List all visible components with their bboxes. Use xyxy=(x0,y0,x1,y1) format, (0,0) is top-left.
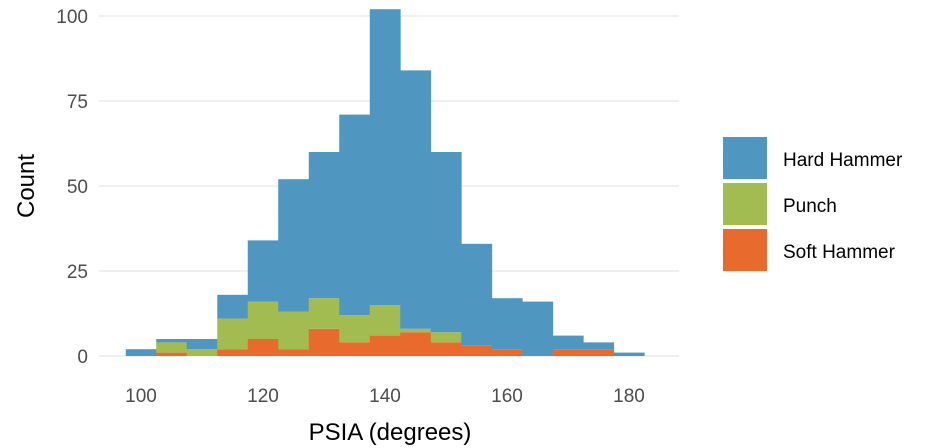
bar-soft-hammer xyxy=(278,349,310,356)
bar-hard-hammer xyxy=(308,152,340,299)
bar-punch xyxy=(369,305,401,336)
bar-hard-hammer xyxy=(278,179,310,312)
bar-hard-hammer xyxy=(613,352,645,356)
legend-swatch-punch xyxy=(723,183,767,225)
bar-soft-hammer xyxy=(247,339,279,356)
x-tick-label: 180 xyxy=(613,386,645,407)
bar-punch xyxy=(339,315,371,343)
bar-hard-hammer xyxy=(583,342,615,350)
x-axis-title: PSIA (degrees) xyxy=(309,419,472,446)
bar-hard-hammer xyxy=(247,240,279,302)
bar-soft-hammer xyxy=(217,349,249,356)
bar-punch xyxy=(247,301,279,339)
bar-hard-hammer xyxy=(339,114,371,316)
bar-hard-hammer xyxy=(186,339,218,350)
x-tick-label: 100 xyxy=(125,386,157,407)
bar-soft-hammer xyxy=(491,349,523,356)
legend-swatch-soft-hammer xyxy=(723,229,767,271)
y-tick-label: 25 xyxy=(67,262,88,283)
bar-soft-hammer xyxy=(369,335,401,356)
y-axis-ticks: 0 25 50 75 100 xyxy=(56,7,88,368)
legend-label-hard-hammer: Hard Hammer xyxy=(783,150,903,171)
y-tick-label: 75 xyxy=(67,92,88,113)
bar-soft-hammer xyxy=(156,352,188,356)
bars-group xyxy=(125,9,645,356)
bar-soft-hammer xyxy=(430,342,462,356)
bar-hard-hammer xyxy=(400,70,432,329)
bar-hard-hammer xyxy=(217,294,249,319)
bar-punch xyxy=(278,311,310,350)
bar-soft-hammer xyxy=(308,328,340,356)
bar-hard-hammer xyxy=(430,152,462,333)
bar-hard-hammer xyxy=(491,298,523,350)
bar-punch xyxy=(156,342,188,353)
legend-label-soft-hammer: Soft Hammer xyxy=(783,242,896,263)
y-tick-label: 100 xyxy=(56,7,88,28)
bar-punch xyxy=(186,349,218,356)
x-axis-ticks: 100 120 140 160 180 xyxy=(125,386,645,407)
y-tick-label: 0 xyxy=(77,347,88,368)
legend-label-punch: Punch xyxy=(783,196,837,217)
bar-soft-hammer xyxy=(461,345,493,356)
bar-punch xyxy=(217,318,249,350)
x-tick-label: 140 xyxy=(369,386,401,407)
bar-soft-hammer xyxy=(552,349,584,356)
legend: Hard Hammer Punch Soft Hammer xyxy=(723,137,903,271)
legend-swatch-hard-hammer xyxy=(723,137,767,179)
x-tick-label: 160 xyxy=(491,386,523,407)
bar-punch xyxy=(308,298,340,329)
bar-hard-hammer xyxy=(369,9,401,305)
bar-soft-hammer xyxy=(339,342,371,356)
y-tick-label: 50 xyxy=(67,177,88,198)
bar-punch xyxy=(430,332,462,343)
bar-hard-hammer xyxy=(125,349,157,356)
bar-hard-hammer xyxy=(522,301,554,356)
bar-soft-hammer xyxy=(583,349,615,356)
bar-soft-hammer xyxy=(400,332,432,356)
bar-punch xyxy=(400,328,432,333)
bar-hard-hammer xyxy=(461,243,493,346)
bar-hard-hammer xyxy=(156,339,188,343)
y-axis-title: Count xyxy=(13,154,40,218)
x-tick-label: 120 xyxy=(247,386,279,407)
bar-hard-hammer xyxy=(552,335,584,350)
